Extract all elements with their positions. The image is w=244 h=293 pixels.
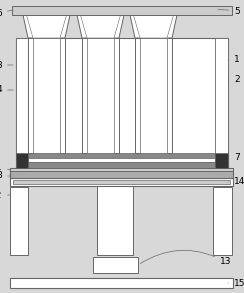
Bar bbox=[10, 178, 233, 186]
Bar bbox=[10, 168, 233, 178]
Bar bbox=[93, 257, 138, 273]
Text: 11: 11 bbox=[0, 163, 10, 173]
Text: 1: 1 bbox=[228, 55, 240, 64]
Bar bbox=[13, 180, 230, 184]
Bar bbox=[28, 153, 215, 158]
Text: 15: 15 bbox=[228, 279, 244, 287]
Polygon shape bbox=[75, 8, 125, 38]
Text: 8: 8 bbox=[0, 171, 10, 180]
Bar bbox=[97, 180, 133, 255]
Bar bbox=[87, 38, 114, 153]
Text: 6: 6 bbox=[0, 9, 13, 18]
Bar bbox=[28, 162, 215, 168]
Bar bbox=[140, 38, 167, 153]
Bar bbox=[10, 168, 233, 171]
Bar bbox=[82, 38, 119, 153]
Bar bbox=[16, 153, 28, 168]
Bar bbox=[213, 187, 232, 255]
Bar bbox=[33, 38, 60, 153]
Text: 5: 5 bbox=[218, 8, 240, 16]
Text: 7: 7 bbox=[228, 154, 240, 163]
Polygon shape bbox=[129, 8, 179, 38]
Bar bbox=[215, 153, 228, 168]
Polygon shape bbox=[21, 8, 71, 38]
Bar bbox=[10, 278, 233, 288]
Bar bbox=[12, 6, 232, 15]
Text: 4: 4 bbox=[0, 86, 13, 95]
Text: 13: 13 bbox=[140, 250, 232, 267]
Polygon shape bbox=[132, 8, 175, 38]
Text: 12: 12 bbox=[0, 190, 10, 200]
Text: 3: 3 bbox=[0, 60, 13, 69]
Bar bbox=[16, 38, 29, 168]
Bar bbox=[28, 38, 65, 153]
Bar bbox=[10, 187, 28, 255]
Text: 2: 2 bbox=[228, 76, 240, 84]
Polygon shape bbox=[79, 8, 122, 38]
Polygon shape bbox=[24, 8, 69, 38]
Bar bbox=[16, 38, 228, 178]
Bar bbox=[215, 38, 228, 168]
Text: 14: 14 bbox=[228, 178, 244, 187]
Bar bbox=[135, 38, 172, 153]
Bar bbox=[28, 158, 215, 162]
